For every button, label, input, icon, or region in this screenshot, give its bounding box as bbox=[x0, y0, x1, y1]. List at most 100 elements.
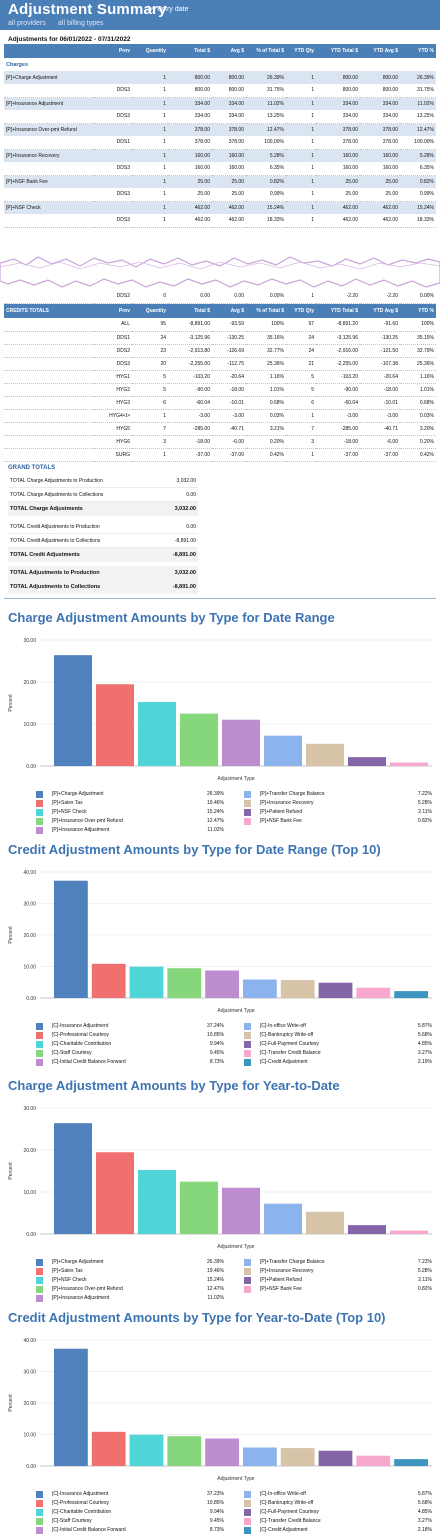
charges-table-continued: DDS2 0 0.00 0.00 0.00% 1 -2.20 -2.20 0.00% bbox=[4, 290, 436, 304]
bar[interactable] bbox=[167, 968, 202, 998]
legend-item: [C]-Transfer Credit Balance 3.27% bbox=[244, 1517, 432, 1526]
legend-label: [P]+Sales Tax bbox=[52, 800, 83, 806]
legend-item: [C]-Insurance Adjustment 37.23% bbox=[36, 1490, 224, 1499]
bar[interactable] bbox=[91, 963, 126, 998]
table-cell: 1 bbox=[286, 188, 316, 202]
y-tick-label: 30.00 bbox=[23, 1370, 36, 1376]
legend-swatch bbox=[36, 827, 43, 834]
bar[interactable] bbox=[180, 713, 218, 766]
y-axis-label: Percent bbox=[8, 1394, 14, 1412]
bar[interactable] bbox=[243, 1447, 277, 1466]
section-divider bbox=[4, 598, 436, 599]
bar[interactable] bbox=[167, 1436, 202, 1466]
bar[interactable] bbox=[306, 743, 344, 766]
legend-swatch bbox=[36, 1259, 43, 1266]
table-cell: -2,913.80 bbox=[168, 344, 212, 358]
bar[interactable] bbox=[394, 1459, 428, 1466]
table-cell: 5.28% bbox=[400, 149, 436, 162]
table-cell bbox=[4, 214, 94, 228]
bar-chart: 0.00 10.00 20.00 30.00 Percent Adjustment Typ… bbox=[8, 1106, 432, 1250]
table-cell: 1 bbox=[286, 448, 316, 462]
bar[interactable] bbox=[306, 1211, 344, 1234]
table-cell: [P]+Insurance Adjustment bbox=[4, 97, 94, 110]
legend-item: [P]+Insurance Recovery 5.28% bbox=[244, 1267, 432, 1276]
table-cell: -37.00 bbox=[316, 448, 360, 462]
legend-item: [P]+Insurance Adjustment 11.02% bbox=[36, 1294, 224, 1303]
table-cell: -3.00 bbox=[360, 409, 400, 423]
table-row: ALL 95 -8,891.00 -93.59 100% 97 -8,891.20 -91.6… bbox=[4, 318, 436, 332]
column-header: Quantity bbox=[132, 44, 168, 58]
legend-percent: 2.18% bbox=[417, 1527, 432, 1533]
table-cell: 1 bbox=[286, 136, 316, 150]
billing-filter[interactable]: all billing types bbox=[58, 20, 104, 27]
legend-item: [C]-Full-Payment Courtesy 4.85% bbox=[244, 1508, 432, 1517]
table-cell: 378.00 bbox=[316, 123, 360, 136]
bar[interactable] bbox=[356, 987, 391, 998]
bar[interactable] bbox=[394, 991, 428, 998]
providers-filter[interactable]: all providers bbox=[8, 20, 46, 27]
bar[interactable] bbox=[356, 1455, 391, 1466]
legend-item: [C]-In-office Write-off 5.87% bbox=[244, 1490, 432, 1499]
bar[interactable] bbox=[222, 1187, 260, 1234]
table-cell: -40.71 bbox=[360, 422, 400, 436]
bar[interactable] bbox=[264, 735, 302, 766]
bar[interactable] bbox=[138, 1169, 176, 1234]
legend-swatch bbox=[244, 1023, 251, 1030]
table-cell: 1 bbox=[132, 123, 168, 136]
table-cell: 1 bbox=[286, 110, 316, 124]
bar[interactable] bbox=[222, 719, 260, 766]
bar[interactable] bbox=[348, 757, 386, 766]
bar[interactable] bbox=[180, 1181, 218, 1234]
table-cell: 800.00 bbox=[316, 84, 360, 98]
table-cell: 800.00 bbox=[360, 71, 400, 84]
table-cell: -60.04 bbox=[168, 396, 212, 410]
legend-label: [C]-Transfer Credit Balance bbox=[260, 1050, 321, 1056]
y-tick-label: 0.00 bbox=[26, 1464, 36, 1470]
legend-label: [C]-Charitable Contribution bbox=[52, 1509, 112, 1515]
legend-percent: 11.02% bbox=[207, 827, 224, 833]
bar[interactable] bbox=[205, 1438, 239, 1466]
table-cell: 334.00 bbox=[212, 97, 246, 110]
legend-label: [P]+Insurance Adjustment bbox=[52, 1295, 110, 1301]
bar[interactable] bbox=[318, 1450, 353, 1466]
table-cell: [P]+Charge Adjustment bbox=[4, 71, 94, 84]
table-cell: 1.01% bbox=[246, 383, 286, 397]
bar[interactable] bbox=[54, 1123, 92, 1234]
table-cell: 462.00 bbox=[360, 214, 400, 228]
bar[interactable] bbox=[129, 966, 164, 998]
bar[interactable] bbox=[280, 980, 315, 998]
bar[interactable] bbox=[264, 1203, 302, 1234]
bar[interactable] bbox=[280, 1448, 315, 1466]
legend-label: [C]-Credit Adjustment bbox=[260, 1059, 308, 1065]
bar[interactable] bbox=[96, 1152, 134, 1234]
bar[interactable] bbox=[138, 701, 176, 766]
table-cell: HYG6 bbox=[94, 435, 132, 449]
table-cell: 800.00 bbox=[360, 84, 400, 98]
table-row: HYG5 7 -285.00 -40.71 3.21% 7 -285.00 -40.71 3.2… bbox=[4, 422, 436, 436]
bar[interactable] bbox=[390, 762, 428, 766]
table-cell: 6 bbox=[132, 396, 168, 410]
bar[interactable] bbox=[54, 880, 88, 998]
bar[interactable] bbox=[318, 982, 353, 998]
bar[interactable] bbox=[91, 1431, 126, 1466]
torn-edge bbox=[0, 256, 440, 288]
table-cell: 334.00 bbox=[316, 97, 360, 110]
bar[interactable] bbox=[54, 655, 92, 766]
table-cell: -3,125.96 bbox=[168, 331, 212, 345]
bar[interactable] bbox=[390, 1230, 428, 1234]
legend-percent: 5.28% bbox=[417, 800, 432, 806]
legend-percent: 0.82% bbox=[417, 1286, 432, 1292]
legend-item: [P]+Patient Refund 2.11% bbox=[244, 1276, 432, 1285]
table-cell: 25.36% bbox=[400, 357, 436, 371]
legend-swatch bbox=[244, 1259, 251, 1266]
column-header: YTD Total $ bbox=[316, 304, 360, 318]
bar[interactable] bbox=[348, 1225, 386, 1234]
bar[interactable] bbox=[54, 1348, 88, 1466]
legend-item: [P]+Transfer Charge Balance 7.22% bbox=[244, 790, 432, 799]
bar[interactable] bbox=[96, 684, 134, 766]
bar[interactable] bbox=[129, 1434, 164, 1466]
bar[interactable] bbox=[243, 979, 277, 998]
bar[interactable] bbox=[205, 970, 239, 998]
table-cell: 11.02% bbox=[400, 97, 436, 110]
legend-item: [P]+Sales Tax 19.46% bbox=[36, 1267, 224, 1276]
